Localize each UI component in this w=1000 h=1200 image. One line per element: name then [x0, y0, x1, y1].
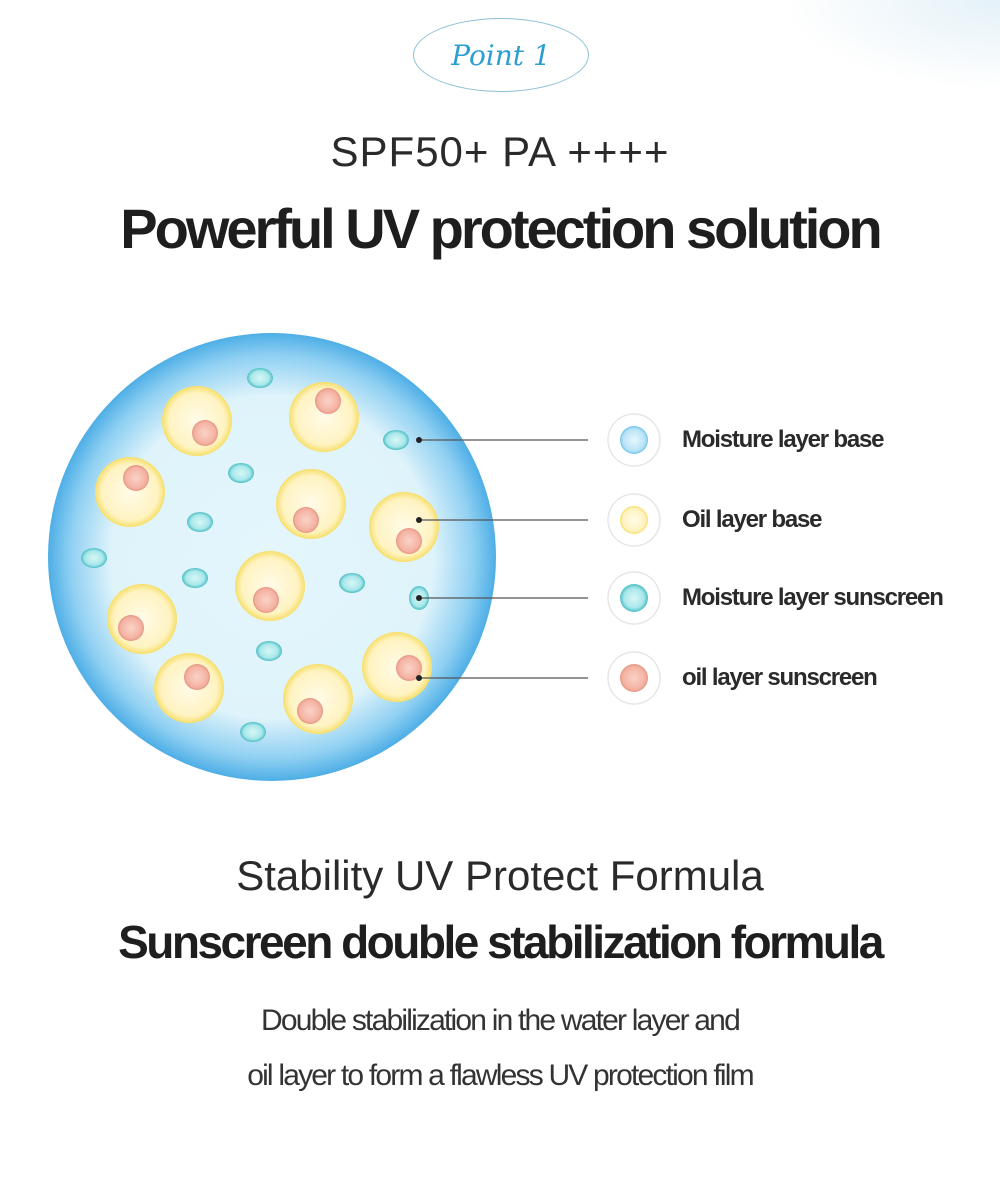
oil-droplet [289, 382, 359, 452]
oil-droplet [107, 584, 177, 654]
leader-dot [416, 595, 422, 601]
moisture-sunscreen-particle [339, 573, 365, 593]
oil-droplet [283, 664, 353, 734]
moisture-sunscreen-particle [256, 641, 282, 661]
oil-sunscreen-particle [396, 655, 422, 681]
leader-dot [416, 675, 422, 681]
oil-droplet [162, 386, 232, 456]
leader-dot [416, 517, 422, 523]
section-title: Sunscreen double stabilization formula [118, 916, 884, 968]
moisture-sunscreen-particle [81, 548, 107, 568]
description-line-1: Double stabilization in the water layer … [261, 1004, 741, 1037]
page-title: Powerful UV protection solution [120, 197, 882, 260]
legend-label-oil-sunscreen: oil layer sunscreen [682, 664, 878, 691]
spf-rating: SPF50+ PA ++++ [330, 128, 670, 175]
teal-bubble-icon [620, 584, 648, 612]
oil-sunscreen-particle [123, 465, 149, 491]
moisture-sunscreen-particle [228, 463, 254, 483]
oil-sunscreen-particle [253, 587, 279, 613]
moisture-sunscreen-particle [383, 430, 409, 450]
oil-sunscreen-particle [396, 528, 422, 554]
legend-label-oil-base: Oil layer base [682, 506, 822, 533]
oil-sunscreen-particle [184, 664, 210, 690]
point-badge-label: Point 1 [451, 38, 551, 72]
section-subtitle: Stability UV Protect Formula [236, 852, 764, 899]
light-blue-bubble-icon [620, 426, 648, 454]
oil-sunscreen-particle [192, 420, 218, 446]
moisture-sunscreen-particle [182, 568, 208, 588]
oil-sunscreen-particle [315, 388, 341, 414]
moisture-sunscreen-particle [240, 722, 266, 742]
point-badge: Point 1 [413, 18, 589, 92]
oil-sunscreen-particle [293, 507, 319, 533]
oil-sunscreen-particle [297, 698, 323, 724]
yellow-bubble-icon [620, 506, 648, 534]
legend-label-moisture-base: Moisture layer base [682, 426, 885, 453]
leader-dot [416, 437, 422, 443]
legend-label-moisture-sunscreen: Moisture layer sunscreen [682, 584, 944, 611]
oil-droplet [235, 551, 305, 621]
moisture-sunscreen-particle [187, 512, 213, 532]
oil-sunscreen-particle [118, 615, 144, 641]
description-line-2: oil layer to form a flawless UV protecti… [247, 1059, 754, 1092]
pink-bubble-icon [620, 664, 648, 692]
moisture-sunscreen-particle [247, 368, 273, 388]
oil-droplet [154, 653, 224, 723]
emulsion-diagram [48, 333, 661, 781]
background-glow [780, 0, 1000, 90]
